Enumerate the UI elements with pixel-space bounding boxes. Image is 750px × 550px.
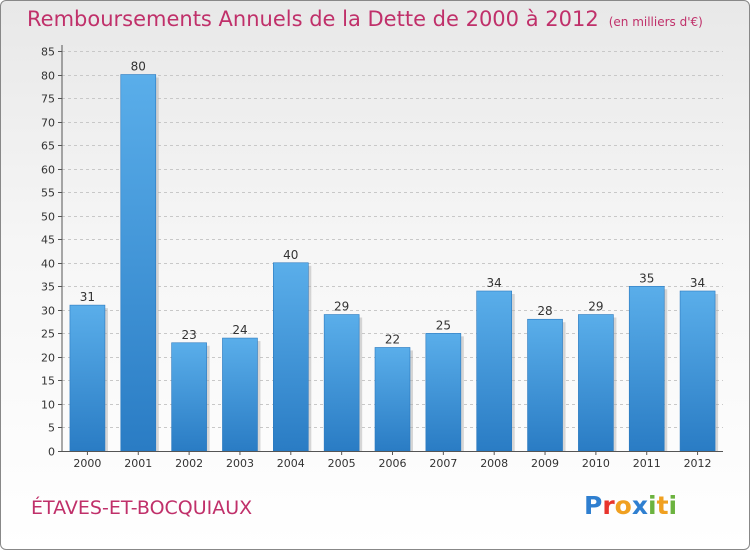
y-tick-label: 55 bbox=[41, 187, 55, 200]
bar bbox=[222, 337, 258, 452]
x-tick-label: 2002 bbox=[175, 457, 203, 470]
y-tick-label: 40 bbox=[41, 258, 55, 271]
x-tick-label: 2000 bbox=[73, 457, 101, 470]
logo-letter: x bbox=[631, 491, 648, 520]
logo-letter: r bbox=[602, 491, 615, 520]
bar-value-label: 35 bbox=[639, 271, 654, 285]
x-axis: 2000 2001 2002 2003 2004 2005 2006 2007 2008 2009… bbox=[62, 451, 723, 470]
bar bbox=[628, 285, 665, 452]
x-tick-label: 2009 bbox=[531, 457, 559, 470]
logo-letter: o bbox=[614, 491, 632, 520]
x-tick-label: 2010 bbox=[582, 457, 610, 470]
bar-value-label: 22 bbox=[385, 332, 400, 346]
proxiti-logo: Proxiti bbox=[584, 491, 677, 520]
y-axis: 0 5 10 15 20 25 30 35 40 45 50 55 60 65 70 75 80 85 bbox=[41, 45, 63, 459]
bar-value-label: 34 bbox=[487, 276, 502, 290]
chart-title: Remboursements Annuels de la Dette de 20… bbox=[27, 7, 703, 31]
x-tick-label: 2007 bbox=[429, 457, 457, 470]
bar bbox=[425, 333, 462, 452]
bar bbox=[120, 74, 157, 452]
logo-letter: t bbox=[656, 491, 669, 520]
logo-letter: i bbox=[668, 491, 678, 520]
bar bbox=[273, 262, 309, 452]
y-tick-label: 20 bbox=[41, 352, 55, 365]
bar-value-label: 23 bbox=[181, 328, 196, 342]
y-tick-label: 30 bbox=[41, 305, 55, 318]
bar bbox=[527, 318, 563, 452]
bars: 31 80 23 24 40 29 22 25 34 28 29 35 34 bbox=[69, 60, 719, 452]
bar-value-label: 29 bbox=[588, 300, 603, 314]
y-tick-label: 70 bbox=[41, 117, 55, 130]
x-tick-label: 2003 bbox=[226, 457, 254, 470]
y-tick-label: 15 bbox=[41, 375, 55, 388]
y-tick-label: 45 bbox=[41, 234, 55, 247]
chart-unit: (en milliers d'€) bbox=[608, 15, 703, 29]
y-tick-label: 75 bbox=[41, 93, 55, 106]
logo-letter: P bbox=[584, 491, 603, 520]
bar bbox=[171, 342, 207, 452]
y-tick-label: 65 bbox=[41, 140, 55, 153]
y-tick-label: 25 bbox=[41, 328, 55, 341]
bar bbox=[679, 290, 716, 452]
x-tick-label: 2012 bbox=[684, 457, 712, 470]
bar bbox=[476, 290, 512, 452]
y-tick-label: 0 bbox=[48, 446, 55, 459]
commune-name: ÉTAVES-ET-BOCQUIAUX bbox=[31, 497, 253, 519]
bar-value-label: 24 bbox=[232, 323, 247, 337]
bar-value-label: 80 bbox=[131, 60, 146, 74]
chart-title-main: Remboursements Annuels de la Dette de 20… bbox=[27, 7, 599, 31]
y-tick-label: 60 bbox=[41, 164, 55, 177]
logo-letter: i bbox=[648, 491, 657, 520]
bar bbox=[69, 304, 106, 452]
x-tick-label: 2006 bbox=[379, 457, 407, 470]
x-tick-label: 2008 bbox=[480, 457, 508, 470]
bar bbox=[374, 347, 411, 452]
y-tick-label: 10 bbox=[41, 399, 55, 412]
bar bbox=[578, 314, 614, 452]
bar-value-label: 34 bbox=[690, 276, 705, 290]
y-tick-label: 80 bbox=[41, 70, 55, 83]
bar-value-label: 40 bbox=[283, 248, 298, 262]
y-tick-label: 5 bbox=[48, 422, 55, 435]
bar-value-label: 25 bbox=[436, 318, 451, 332]
x-tick-label: 2004 bbox=[277, 457, 305, 470]
bar-value-label: 29 bbox=[334, 300, 349, 314]
x-tick-label: 2005 bbox=[328, 457, 356, 470]
x-tick-label: 2001 bbox=[124, 457, 152, 470]
bar-value-label: 28 bbox=[537, 304, 552, 318]
bar bbox=[323, 314, 360, 452]
bar-value-label: 31 bbox=[80, 290, 95, 304]
y-tick-label: 35 bbox=[41, 281, 55, 294]
x-tick-label: 2011 bbox=[633, 457, 661, 470]
y-tick-label: 50 bbox=[41, 211, 55, 224]
y-tick-label: 85 bbox=[41, 46, 55, 59]
